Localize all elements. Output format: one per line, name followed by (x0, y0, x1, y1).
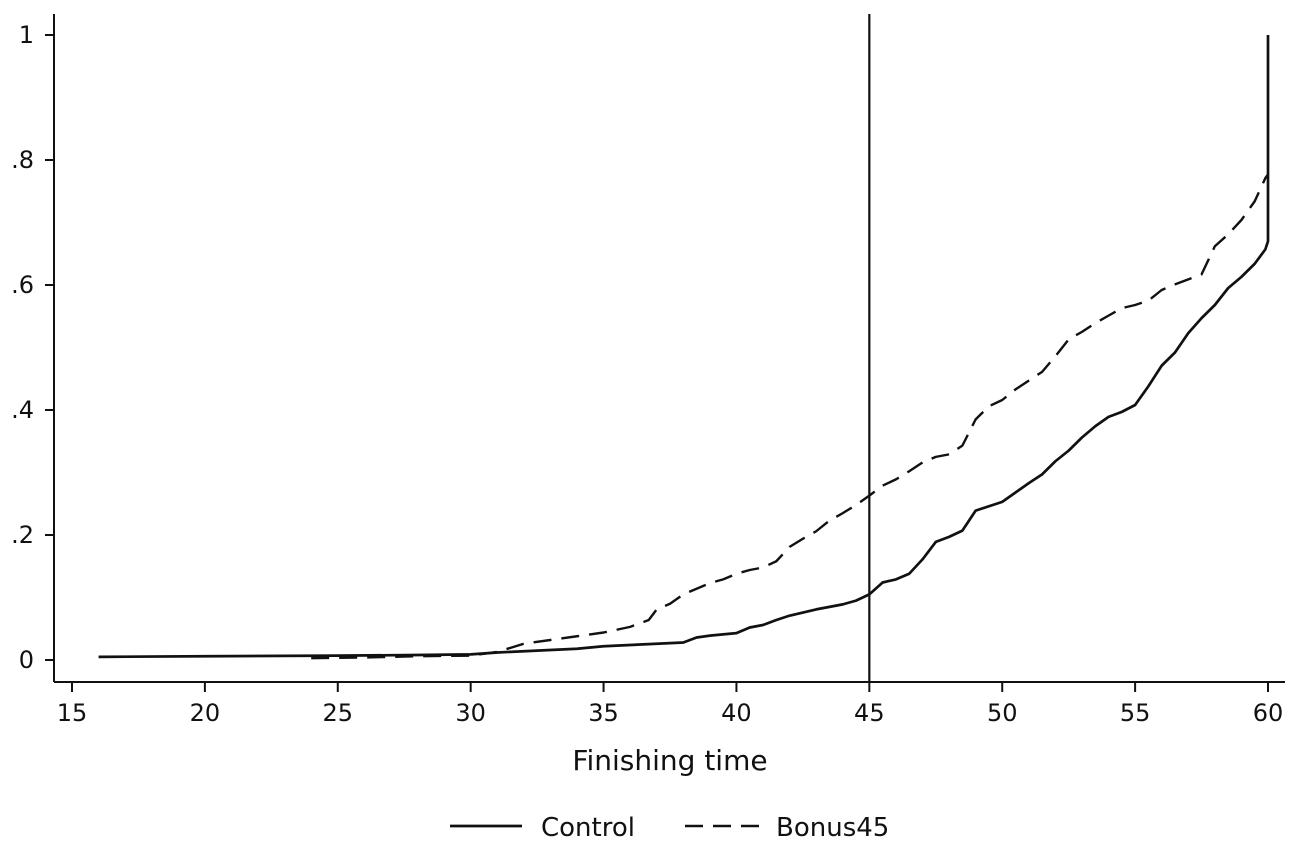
y-tick-label: .6 (11, 271, 34, 299)
x-tick-label: 25 (323, 699, 354, 727)
x-tick-label: 30 (455, 699, 486, 727)
x-tick-label: 45 (854, 699, 885, 727)
x-tick-label: 20 (190, 699, 221, 727)
legend: Control Bonus45 (450, 813, 889, 843)
legend-label-control: Control (541, 813, 635, 843)
y-tick-label: 0 (19, 646, 34, 674)
y-tick-label: .4 (11, 396, 34, 424)
series-line-bonus45 (311, 173, 1269, 660)
y-tick-label: 1 (19, 21, 34, 49)
x-tick-label: 55 (1120, 699, 1151, 727)
x-tick-label: 35 (588, 699, 619, 727)
y-tick-label: .8 (11, 146, 34, 174)
series-line-control (98, 35, 1270, 659)
x-axis-label: Finishing time (572, 744, 767, 777)
tick-labels: 15 20 25 30 35 40 45 50 55 60 0 .2 .4 .6 .8 1 (11, 21, 1283, 727)
x-tick-label: 50 (987, 699, 1018, 727)
series-lines (98, 35, 1270, 660)
y-tick-label: .2 (11, 521, 34, 549)
x-tick-label: 15 (57, 699, 88, 727)
x-tick-label: 40 (721, 699, 752, 727)
x-tick-label: 60 (1253, 699, 1284, 727)
axes (53, 14, 1285, 683)
legend-label-bonus45: Bonus45 (776, 813, 889, 843)
